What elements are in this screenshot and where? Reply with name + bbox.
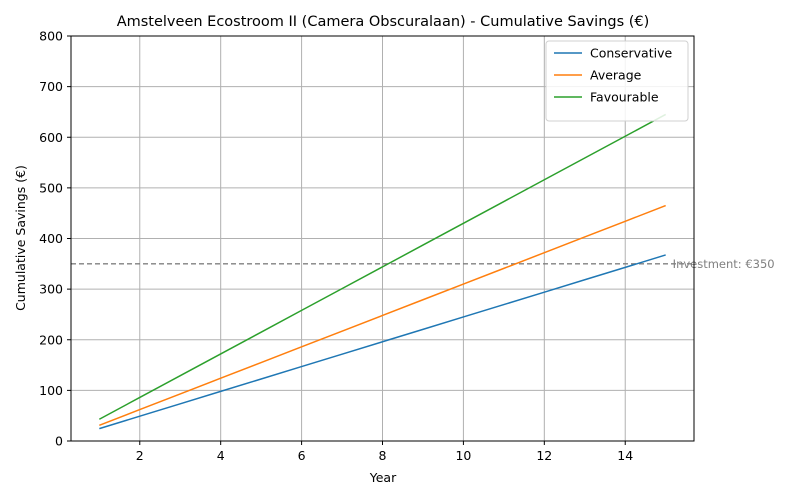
investment-annotation: Investment: €350 xyxy=(673,257,775,271)
y-tick-label: 500 xyxy=(39,180,63,195)
x-tick-label: 2 xyxy=(136,448,144,463)
y-tick-label: 300 xyxy=(39,282,63,297)
series-line-conservative xyxy=(99,254,666,430)
legend-label: Favourable xyxy=(590,90,659,105)
grid xyxy=(71,35,694,442)
y-tick-label: 100 xyxy=(39,383,63,398)
series-line-average xyxy=(99,204,666,427)
legend-label: Average xyxy=(590,68,642,83)
x-axis-ticks: 2 4 6 8 10 12 14 xyxy=(136,441,633,463)
y-tick-label: 800 xyxy=(39,29,63,44)
y-tick-label: 0 xyxy=(55,434,63,449)
y-tick-label: 400 xyxy=(39,231,63,246)
x-tick-label: 12 xyxy=(536,448,552,463)
series-line-favourable xyxy=(98,113,667,420)
x-tick-label: 6 xyxy=(298,448,306,463)
y-tick-label: 600 xyxy=(39,130,63,145)
y-tick-label: 700 xyxy=(39,79,63,94)
x-axis-label: Year xyxy=(369,470,397,485)
legend-box xyxy=(545,40,689,122)
x-tick-label: 8 xyxy=(379,448,387,463)
x-tick-label: 4 xyxy=(217,448,225,463)
chart-title: Amstelveen Ecostroom II (Camera Obscural… xyxy=(117,14,650,30)
legend: Conservative Average Favourable xyxy=(545,40,689,122)
x-tick-label: 10 xyxy=(455,448,471,463)
reference-line-group: Investment: €350 xyxy=(71,257,775,271)
x-tick-label: 14 xyxy=(617,448,633,463)
y-tick-label: 200 xyxy=(39,332,63,347)
series-group xyxy=(98,113,667,430)
legend-label: Conservative xyxy=(590,46,672,61)
y-axis-ticks: 0 100 200 300 400 500 600 700 800 xyxy=(39,29,71,449)
y-axis-label: Cumulative Savings (€) xyxy=(13,165,28,311)
